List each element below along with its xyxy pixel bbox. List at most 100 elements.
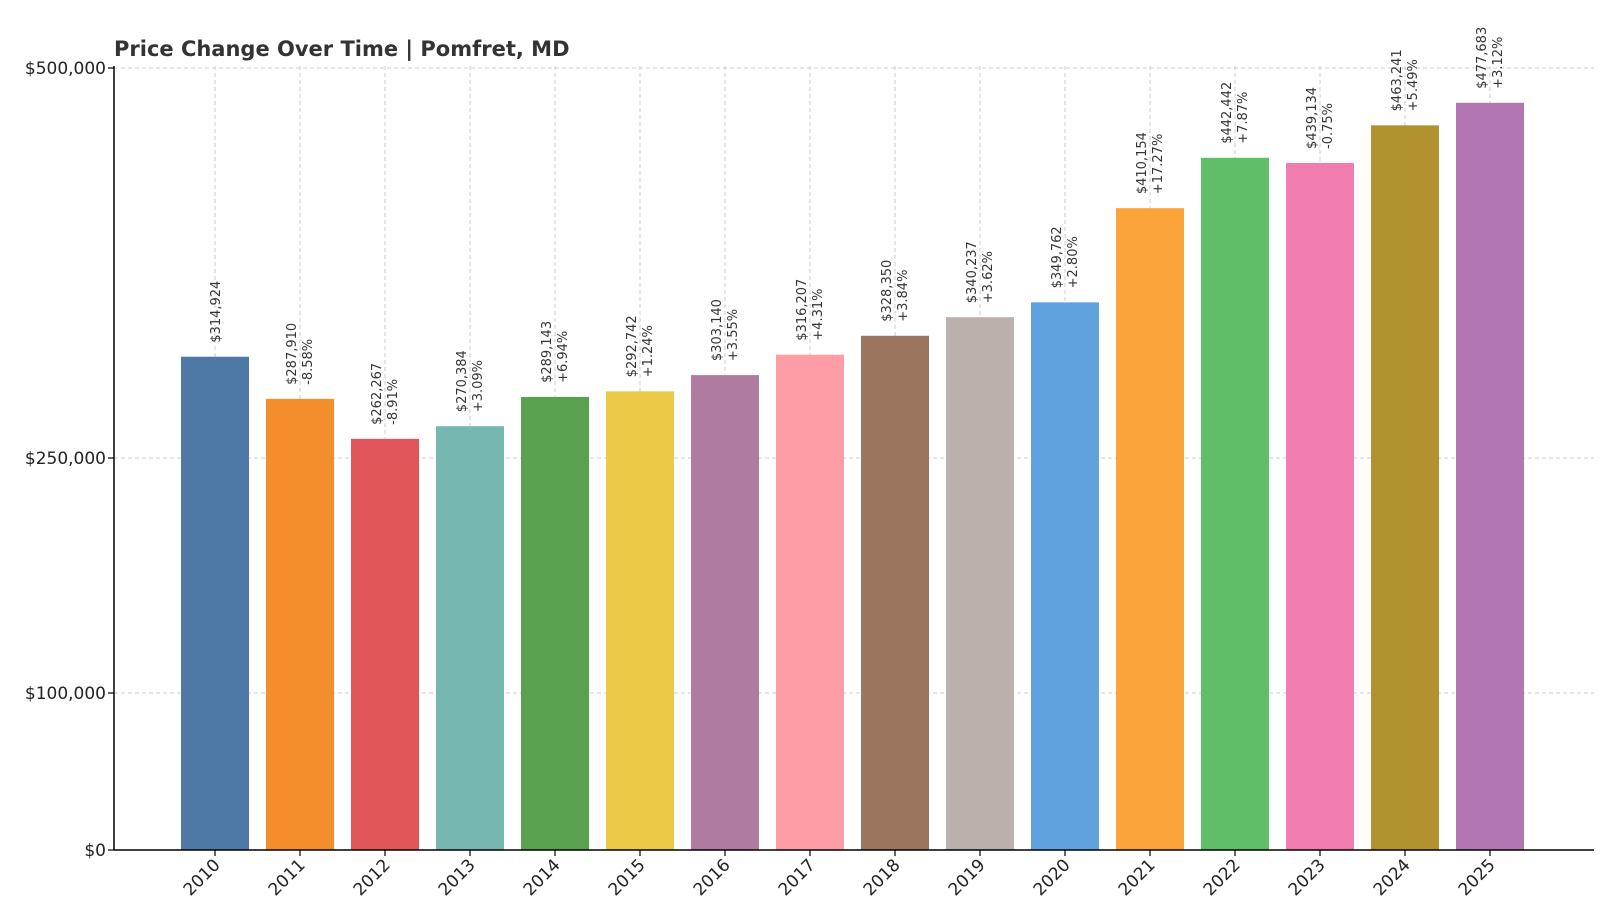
x-tick-label: 2018 bbox=[860, 855, 905, 900]
x-tick-2021: 2021 bbox=[1115, 855, 1160, 900]
y-tick-label: $500,000 bbox=[25, 59, 106, 79]
bar-label-2022: $442,442 +7.87% bbox=[1220, 82, 1251, 144]
x-tick-2020: 2020 bbox=[1030, 855, 1075, 900]
change-label: +3.84% bbox=[896, 270, 911, 322]
value-label: $287,910 bbox=[285, 323, 300, 385]
x-tick-2023: 2023 bbox=[1285, 855, 1330, 900]
bar-label-2011: $287,910 -8.58% bbox=[285, 323, 316, 385]
change-label: +3.12% bbox=[1491, 37, 1506, 89]
bar-label-2015: $292,742 +1.24% bbox=[625, 315, 656, 377]
value-label: $262,267 bbox=[370, 363, 385, 425]
bar-2016 bbox=[691, 375, 759, 850]
x-tick-2017: 2017 bbox=[775, 855, 820, 900]
bar-label-2012: $262,267 -8.91% bbox=[370, 363, 401, 425]
bar-label-2016: $303,140 +3.55% bbox=[710, 299, 741, 361]
bar-label-2017: $316,207 +4.31% bbox=[795, 279, 826, 341]
x-tick-label: 2020 bbox=[1030, 855, 1075, 900]
value-label: $442,442 bbox=[1220, 82, 1235, 144]
change-label: -8.58% bbox=[301, 339, 316, 385]
y-tick-label: $100,000 bbox=[25, 684, 106, 704]
value-label: $303,140 bbox=[710, 299, 725, 361]
value-label: $340,237 bbox=[965, 241, 980, 303]
bar-2011 bbox=[266, 398, 334, 850]
bar-label-2010: $314,924 bbox=[209, 281, 224, 343]
change-label: +3.09% bbox=[471, 360, 486, 412]
value-label: $314,924 bbox=[209, 281, 224, 343]
bar-2018 bbox=[861, 335, 929, 850]
bar-label-2018: $328,350 +3.84% bbox=[880, 260, 911, 322]
change-label: -0.75% bbox=[1321, 103, 1336, 149]
bar-2014 bbox=[521, 396, 589, 850]
value-label: $328,350 bbox=[880, 260, 895, 322]
x-tick-2018: 2018 bbox=[860, 855, 905, 900]
change-label: +3.62% bbox=[981, 251, 996, 303]
bar-2023 bbox=[1286, 162, 1354, 851]
bar-label-2019: $340,237 +3.62% bbox=[965, 241, 996, 303]
change-label: +4.31% bbox=[811, 289, 826, 341]
x-tick-2022: 2022 bbox=[1200, 855, 1245, 900]
x-tick-label: 2025 bbox=[1455, 855, 1500, 900]
x-tick-label: 2024 bbox=[1370, 855, 1415, 900]
x-tick-label: 2013 bbox=[435, 855, 480, 900]
bar-2021 bbox=[1116, 208, 1184, 850]
x-tick-label: 2010 bbox=[180, 855, 225, 900]
change-label: +5.49% bbox=[1406, 59, 1421, 111]
value-label: $463,241 bbox=[1390, 49, 1405, 111]
bar-label-2025: $477,683 +3.12% bbox=[1475, 27, 1506, 89]
change-label: +1.24% bbox=[641, 325, 656, 377]
change-label: +6.94% bbox=[556, 331, 571, 383]
x-tick-2013: 2013 bbox=[435, 855, 480, 900]
bar-label-2013: $270,384 +3.09% bbox=[455, 350, 486, 412]
bar-label-2023: $439,134 -0.75% bbox=[1305, 87, 1336, 149]
x-tick-label: 2017 bbox=[775, 855, 820, 900]
x-tick-label: 2016 bbox=[690, 855, 735, 900]
bar-2013 bbox=[436, 426, 504, 850]
x-tick-label: 2021 bbox=[1115, 855, 1160, 900]
bars bbox=[181, 102, 1524, 851]
bar-2010 bbox=[181, 356, 249, 850]
value-label: $289,143 bbox=[540, 321, 555, 383]
x-tick-2015: 2015 bbox=[605, 855, 650, 900]
value-label: $349,762 bbox=[1050, 226, 1065, 288]
x-tick-label: 2014 bbox=[520, 855, 565, 900]
bar-2019 bbox=[946, 317, 1014, 850]
value-label: $410,154 bbox=[1135, 132, 1150, 194]
bar-2017 bbox=[776, 354, 844, 850]
bar-2025 bbox=[1456, 102, 1524, 851]
value-label: $439,134 bbox=[1305, 87, 1320, 149]
x-tick-label: 2015 bbox=[605, 855, 650, 900]
x-tick-2011: 2011 bbox=[265, 855, 310, 900]
value-label: $316,207 bbox=[795, 279, 810, 341]
bar-2022 bbox=[1201, 157, 1269, 851]
y-tick-label: $250,000 bbox=[25, 449, 106, 469]
x-tick-label: 2023 bbox=[1285, 855, 1330, 900]
value-label: $477,683 bbox=[1475, 27, 1490, 89]
bar-label-2024: $463,241 +5.49% bbox=[1390, 49, 1421, 111]
bar-label-2014: $289,143 +6.94% bbox=[540, 321, 571, 383]
x-tick-label: 2011 bbox=[265, 855, 310, 900]
x-tick-2019: 2019 bbox=[945, 855, 990, 900]
x-tick-label: 2019 bbox=[945, 855, 990, 900]
x-tick-2014: 2014 bbox=[520, 855, 565, 900]
bar-2020 bbox=[1031, 302, 1099, 850]
chart-title: Price Change Over Time | Pomfret, MD bbox=[114, 37, 570, 62]
x-axis-ticks: 2010 2011 2012 2013 2014 2015 2016 2017 2018 2019… bbox=[180, 850, 1500, 900]
x-tick-2012: 2012 bbox=[350, 855, 395, 900]
x-tick-2016: 2016 bbox=[690, 855, 735, 900]
change-label: +7.87% bbox=[1236, 92, 1251, 144]
y-tick-label: $0 bbox=[84, 841, 106, 861]
x-tick-2025: 2025 bbox=[1455, 855, 1500, 900]
bar-2015 bbox=[606, 391, 674, 850]
x-tick-2024: 2024 bbox=[1370, 855, 1415, 900]
bar-label-2021: $410,154 +17.27% bbox=[1135, 132, 1166, 194]
x-tick-label: 2022 bbox=[1200, 855, 1245, 900]
bar-2024 bbox=[1371, 125, 1439, 850]
data-labels: $314,924 $287,910 -8.58% $262,267 -8.91% $270… bbox=[209, 27, 1506, 425]
value-label: $270,384 bbox=[455, 350, 470, 412]
change-label: +3.55% bbox=[726, 309, 741, 361]
bar-label-2020: $349,762 +2.80% bbox=[1050, 226, 1081, 288]
y-axis-ticks: $0 $100,000 $250,000 $500,000 bbox=[25, 59, 114, 861]
x-tick-label: 2012 bbox=[350, 855, 395, 900]
change-label: -8.91% bbox=[386, 379, 401, 425]
